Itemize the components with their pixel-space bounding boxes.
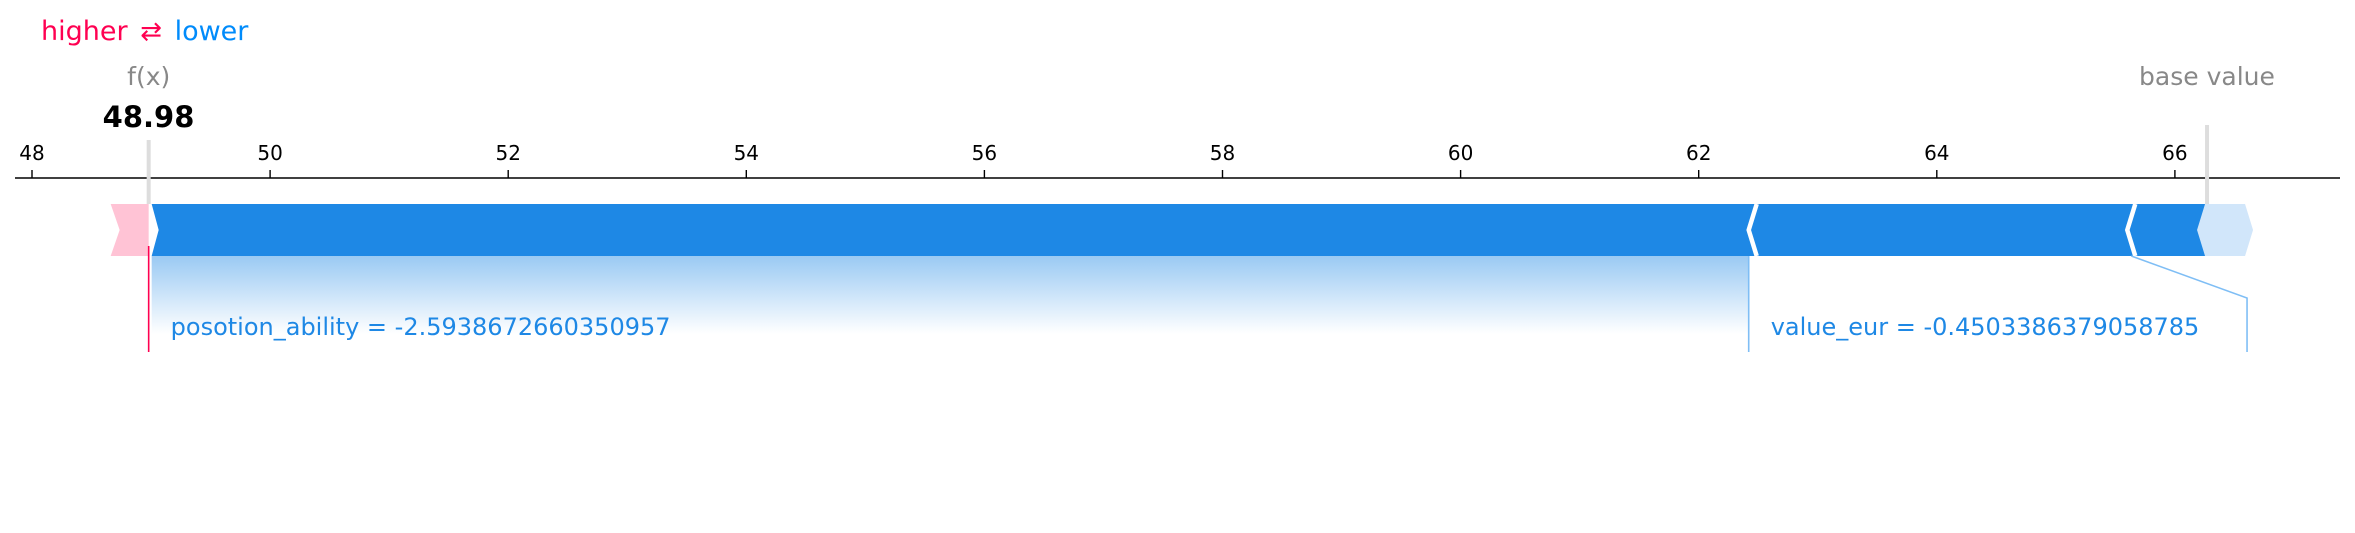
x-tick-label: 56 (972, 141, 997, 165)
legend-lower: lower (174, 16, 249, 47)
feature-label: posotion_ability = -2.5938672660350957 (171, 313, 671, 341)
positive-feature-bar (110, 204, 149, 256)
feature-label: value_eur = -0.4503386379058785 (1771, 313, 2200, 341)
x-tick-label: 66 (2162, 141, 2187, 165)
feature-connector (2131, 255, 2248, 352)
x-tick-label: 54 (734, 141, 759, 165)
x-tick-label: 50 (257, 141, 282, 165)
main-feature-bar (151, 204, 2206, 256)
label-gradient (151, 256, 1749, 334)
x-tick-label: 62 (1686, 141, 1711, 165)
x-tick-label: 52 (495, 141, 520, 165)
segment-separator (1746, 203, 1759, 257)
x-tick-label: 58 (1210, 141, 1235, 165)
base-value-label: base value (2139, 62, 2275, 91)
negative-tail-bar (2195, 204, 2254, 256)
swap-arrows-icon: ⇄ (140, 17, 162, 47)
legend: higher ⇄ lower (41, 16, 248, 47)
x-tick-label: 64 (1924, 141, 1949, 165)
x-tick-label: 48 (19, 141, 44, 165)
legend-higher: higher (41, 16, 128, 47)
fx-label: f(x) (127, 62, 171, 91)
fx-value: 48.98 (102, 100, 195, 134)
x-tick-label: 60 (1448, 141, 1473, 165)
segment-separator (2124, 203, 2138, 257)
